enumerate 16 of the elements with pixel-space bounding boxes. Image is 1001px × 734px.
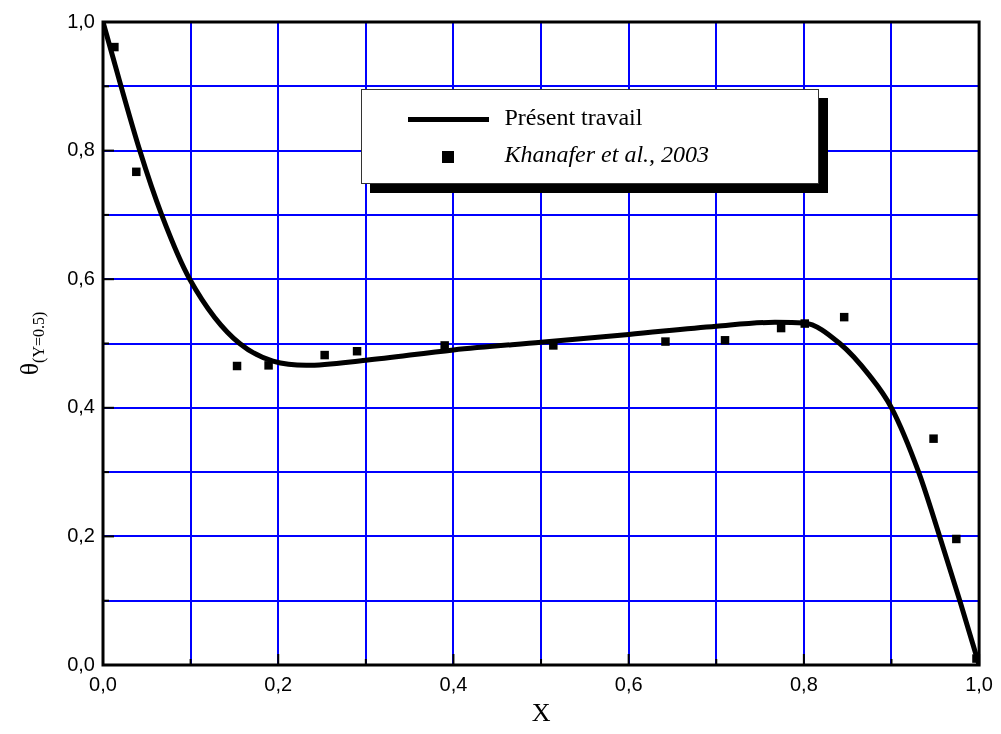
y-tick-label: 0,6 xyxy=(67,266,95,289)
legend-label: Khanafer et al., 2003 xyxy=(504,141,710,168)
x-axis-title: X xyxy=(531,698,551,728)
y-tick-label: 0,8 xyxy=(67,138,95,161)
y-axis-title: θ(Y=0.5) xyxy=(15,311,48,376)
y-tick-label: 0,2 xyxy=(67,523,95,546)
x-tick-label: 1,0 xyxy=(965,672,993,695)
y-tick-label: 0,0 xyxy=(67,652,95,675)
legend-label: Présent travail xyxy=(504,104,643,131)
y-tick-label: 0,4 xyxy=(67,395,95,418)
x-tick-label: 0,8 xyxy=(789,672,818,695)
x-tick-label: 0,4 xyxy=(439,672,468,695)
x-tick-label: 0,2 xyxy=(264,672,293,695)
x-tick-label: 0,6 xyxy=(614,672,643,695)
y-tick-label: 1,0 xyxy=(67,9,95,32)
x-tick-label: 0,0 xyxy=(89,672,117,695)
